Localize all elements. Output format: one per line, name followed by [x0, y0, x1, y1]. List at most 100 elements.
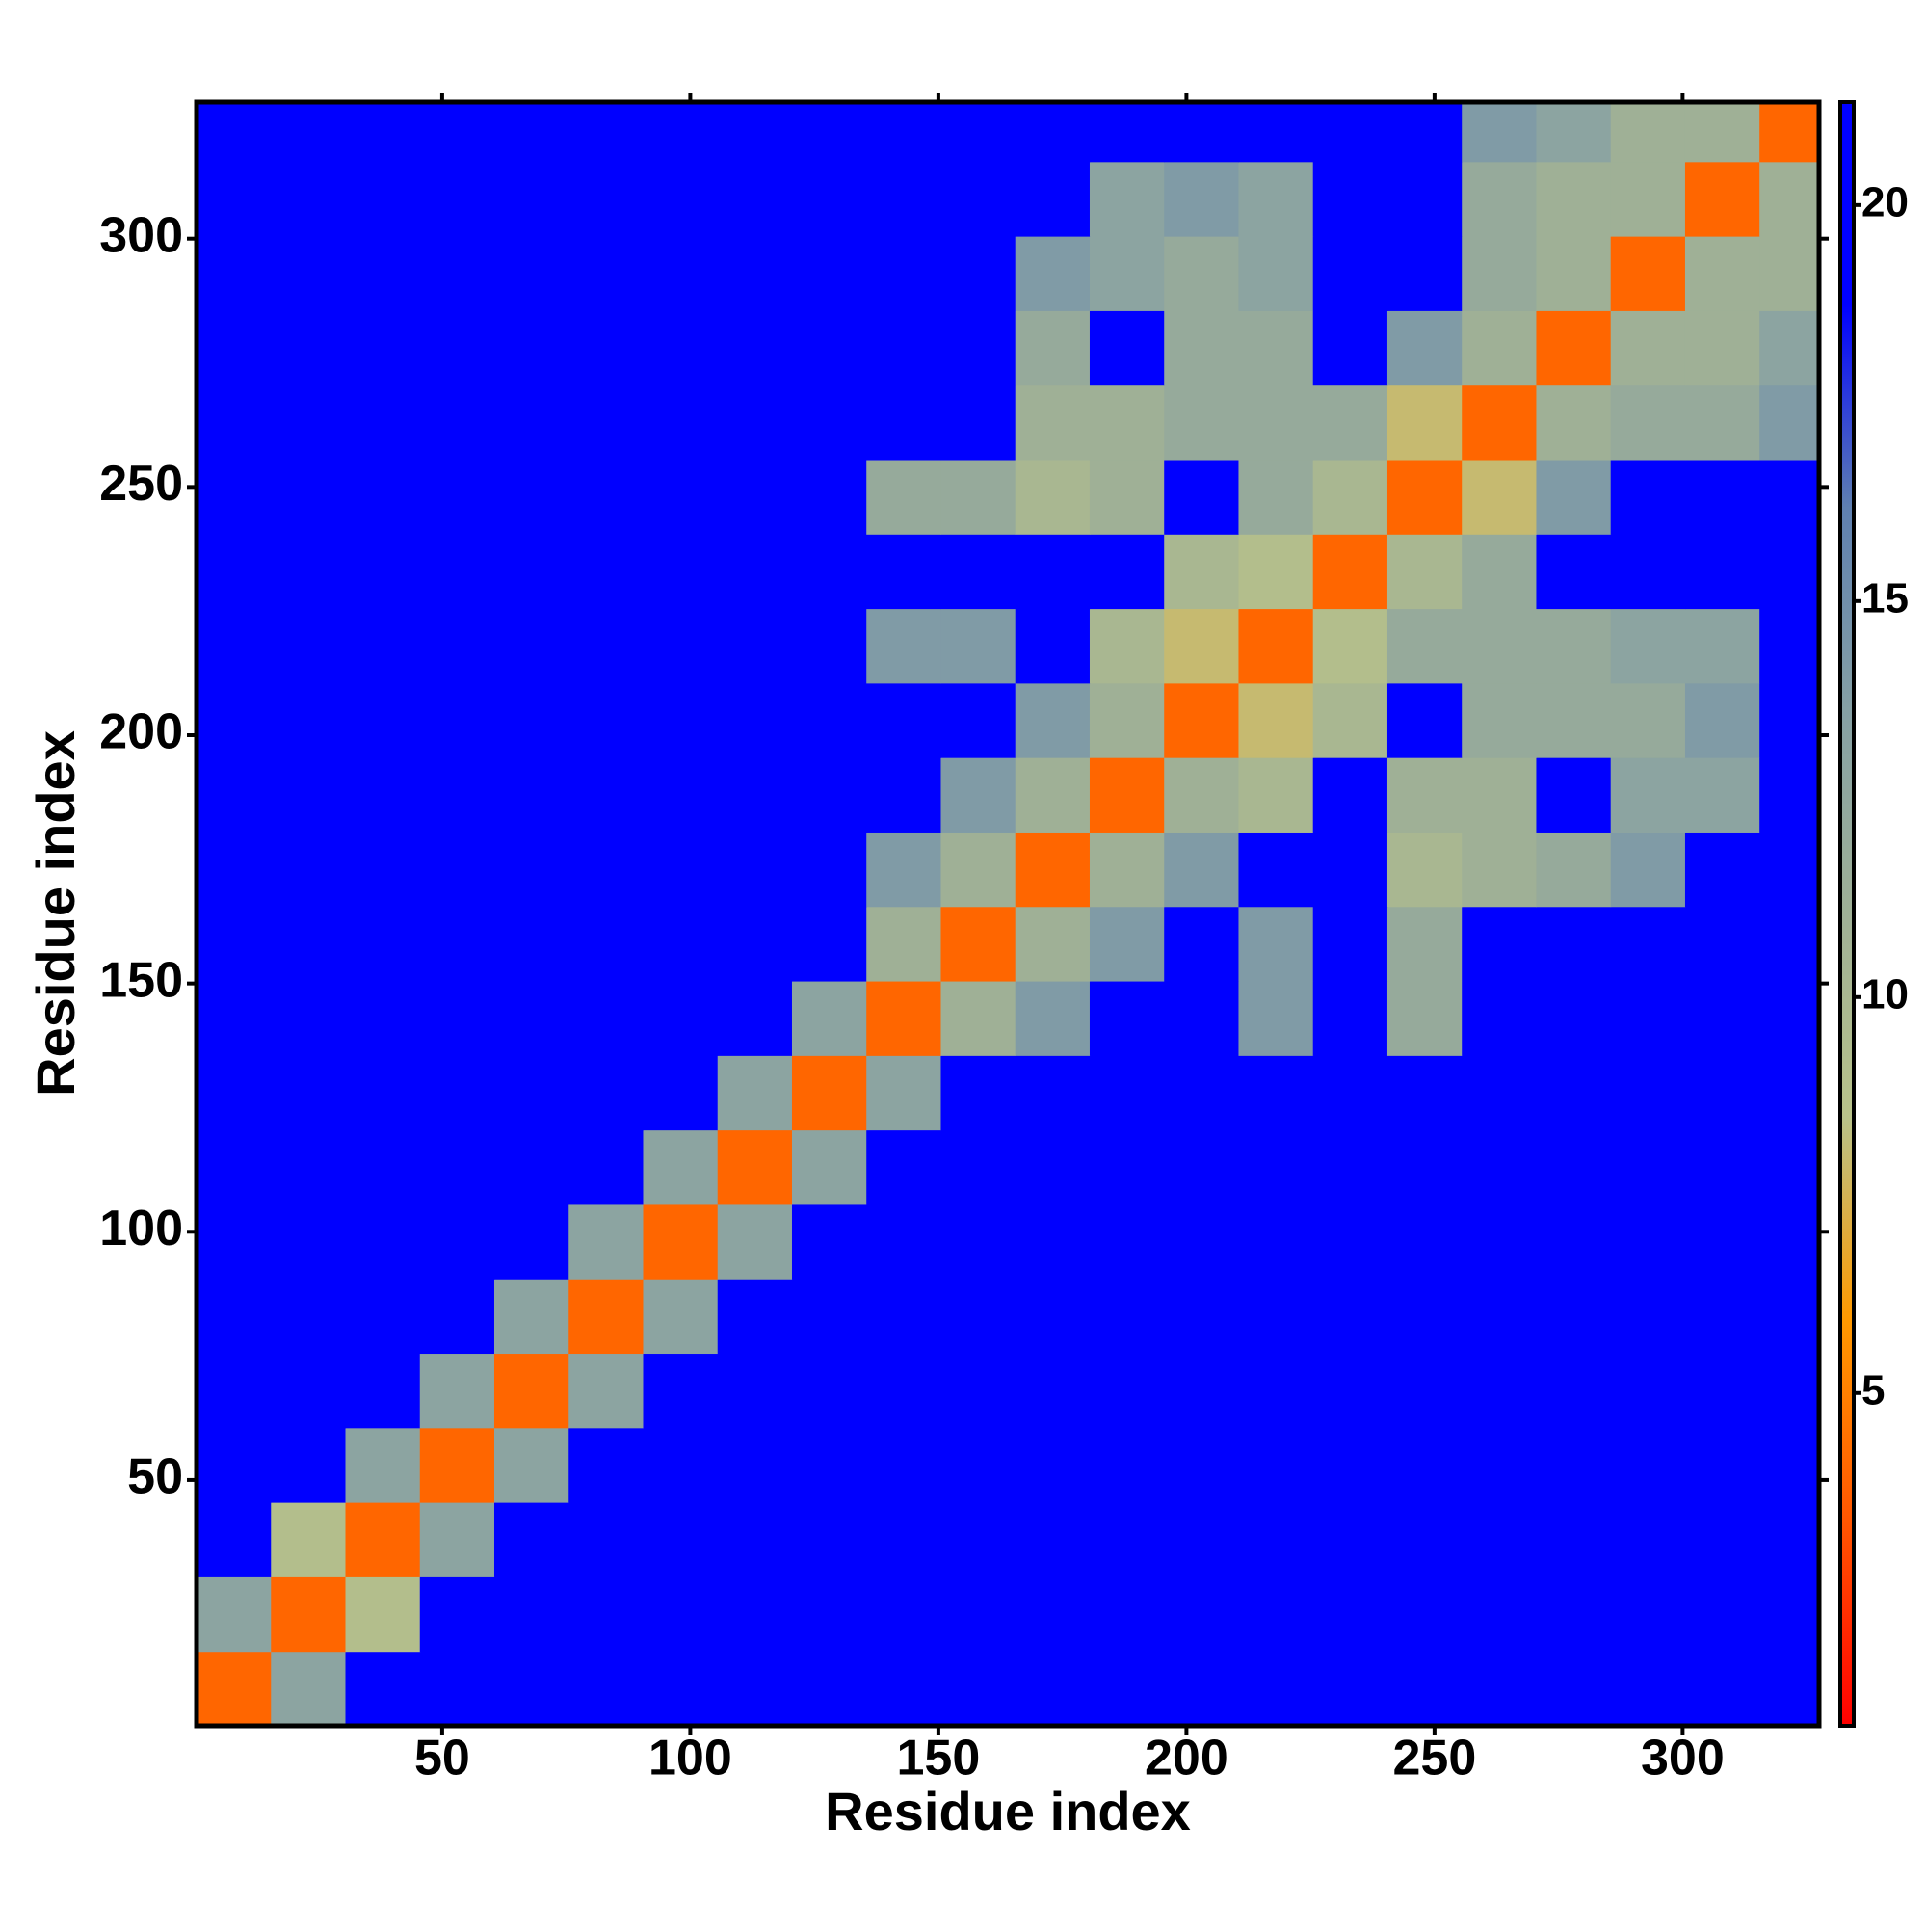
heatmap-cell [1312, 1204, 1388, 1280]
heatmap-cell [717, 608, 793, 684]
heatmap-cell [568, 682, 644, 758]
heatmap-cell [197, 1651, 272, 1726]
heatmap-cell [271, 310, 346, 386]
heatmap-cell [1759, 682, 1819, 758]
heatmap-cell [866, 1353, 941, 1429]
heatmap-cell [717, 1651, 793, 1726]
heatmap-cell [1312, 1651, 1388, 1726]
heatmap-cell [643, 832, 719, 908]
heatmap-cell [866, 832, 941, 908]
heatmap-cell [1536, 757, 1612, 833]
y-tick-label: 150 [99, 952, 183, 1008]
heatmap-cell [1536, 981, 1612, 1056]
heatmap-cell [643, 1204, 719, 1280]
heatmap-cell [1610, 534, 1686, 610]
heatmap-cell [568, 534, 644, 610]
heatmap-cell [643, 1651, 719, 1726]
heatmap-cell [1386, 102, 1463, 163]
heatmap-cell [1312, 1353, 1388, 1429]
heatmap-cell [493, 1576, 569, 1653]
heatmap-cell [419, 1427, 495, 1503]
heatmap-cell [1015, 236, 1091, 311]
heatmap-cell [493, 832, 569, 908]
heatmap-cell [568, 161, 644, 237]
heatmap-cell [493, 161, 569, 237]
heatmap-cell [1312, 161, 1388, 237]
heatmap-cell [940, 1055, 1016, 1131]
heatmap-cell [791, 1353, 867, 1429]
heatmap-cell [345, 1279, 421, 1355]
heatmap-cell [1312, 981, 1388, 1056]
heatmap-cell [345, 757, 421, 833]
heatmap-cell [1386, 460, 1463, 535]
heatmap-cell [643, 981, 719, 1056]
heatmap-cell [643, 682, 719, 758]
heatmap-cell [345, 1576, 421, 1653]
heatmap-cell [1759, 1576, 1819, 1653]
heatmap-cell [1238, 236, 1314, 311]
heatmap-cell [791, 534, 867, 610]
heatmap-cell [940, 1502, 1016, 1577]
heatmap-cell [271, 1576, 346, 1653]
heatmap-cell [1684, 832, 1760, 908]
heatmap-cell [1312, 757, 1388, 833]
heatmap-cell [791, 384, 867, 461]
heatmap-cell [1759, 757, 1819, 833]
heatmap-cell [1164, 906, 1239, 982]
heatmap-cell [1164, 757, 1239, 833]
heatmap-cell [493, 608, 569, 684]
y-tick-label: 100 [99, 1201, 183, 1257]
heatmap-cell [1386, 534, 1463, 610]
heatmap-cell [1610, 832, 1686, 908]
heatmap-cell [1536, 1427, 1612, 1503]
heatmap-cell [1164, 682, 1239, 758]
heatmap-cell [1089, 310, 1165, 386]
heatmap-cell [419, 1204, 495, 1280]
heatmap-cell [791, 682, 867, 758]
heatmap-cell [866, 384, 941, 461]
heatmap-cell [940, 682, 1016, 758]
heatmap-cell [568, 832, 644, 908]
heatmap-cell [1089, 236, 1165, 311]
heatmap-cell [1462, 1129, 1537, 1205]
heatmap-cell [717, 832, 793, 908]
heatmap-cell [1312, 832, 1388, 908]
x-tick-label: 200 [1145, 1731, 1228, 1786]
heatmap-cell [1386, 981, 1463, 1056]
heatmap-cell [1536, 1353, 1612, 1429]
heatmap-cell [1164, 1204, 1239, 1280]
heatmap-cell [1759, 832, 1819, 908]
heatmap-cell [1684, 757, 1760, 833]
heatmap-cell [866, 1651, 941, 1726]
heatmap-cell [1610, 1502, 1686, 1577]
heatmap-cell [568, 981, 644, 1056]
heatmap [197, 102, 1819, 1726]
heatmap-cell [866, 906, 941, 982]
heatmap-cell [717, 1353, 793, 1429]
heatmap-cell [1759, 384, 1819, 461]
heatmap-cell [271, 1651, 346, 1726]
heatmap-cell [717, 236, 793, 311]
heatmap-cell [1462, 682, 1537, 758]
heatmap-cell [1238, 1279, 1314, 1355]
heatmap-cell [1386, 1502, 1463, 1577]
heatmap-cell [1462, 1204, 1537, 1280]
heatmap-cell [1536, 534, 1612, 610]
colorbar-tick-label: 20 [1861, 178, 1909, 225]
heatmap-cell [1386, 1279, 1463, 1355]
heatmap-cell [791, 981, 867, 1056]
heatmap-cell [1089, 608, 1165, 684]
heatmap-cell [1386, 1204, 1463, 1280]
heatmap-cell [1089, 1055, 1165, 1131]
heatmap-cell [1089, 460, 1165, 535]
heatmap-cell [1759, 460, 1819, 535]
heatmap-cell [1386, 1576, 1463, 1653]
heatmap-cell [1759, 534, 1819, 610]
heatmap-cell [1462, 981, 1537, 1056]
heatmap-cell [1610, 757, 1686, 833]
heatmap-cell [791, 1427, 867, 1503]
heatmap-cell [1536, 1502, 1612, 1577]
heatmap-cell [643, 460, 719, 535]
heatmap-cell [1089, 1129, 1165, 1205]
heatmap-cell [345, 906, 421, 982]
